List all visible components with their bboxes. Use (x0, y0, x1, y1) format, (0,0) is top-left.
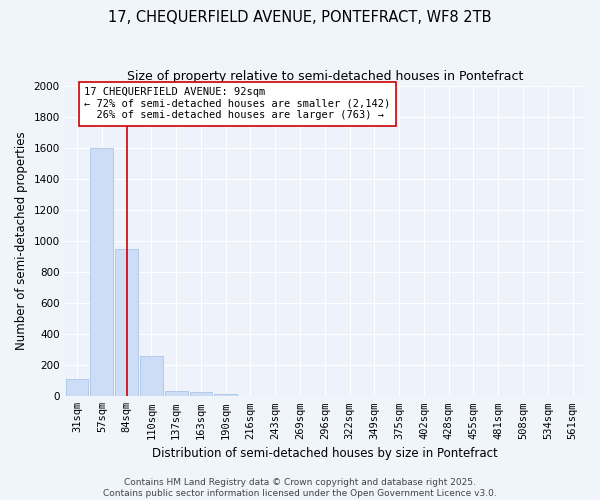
Bar (65, 379, 88, 396)
Bar (91, 148, 113, 396)
Text: 17, CHEQUERFIELD AVENUE, PONTEFRACT, WF8 2TB: 17, CHEQUERFIELD AVENUE, PONTEFRACT, WF8… (108, 10, 492, 25)
Bar (214, 394, 237, 396)
Bar (140, 356, 163, 397)
Bar (115, 248, 138, 396)
Title: Size of property relative to semi-detached houses in Pontefract: Size of property relative to semi-detach… (127, 70, 523, 83)
Bar (190, 392, 212, 396)
Text: 17 CHEQUERFIELD AVENUE: 92sqm
← 72% of semi-detached houses are smaller (2,142)
: 17 CHEQUERFIELD AVENUE: 92sqm ← 72% of s… (85, 87, 391, 120)
Text: Contains HM Land Registry data © Crown copyright and database right 2025.
Contai: Contains HM Land Registry data © Crown c… (103, 478, 497, 498)
Y-axis label: Number of semi-detached properties: Number of semi-detached properties (15, 132, 28, 350)
X-axis label: Distribution of semi-detached houses by size in Pontefract: Distribution of semi-detached houses by … (152, 447, 498, 460)
Bar (165, 391, 188, 396)
